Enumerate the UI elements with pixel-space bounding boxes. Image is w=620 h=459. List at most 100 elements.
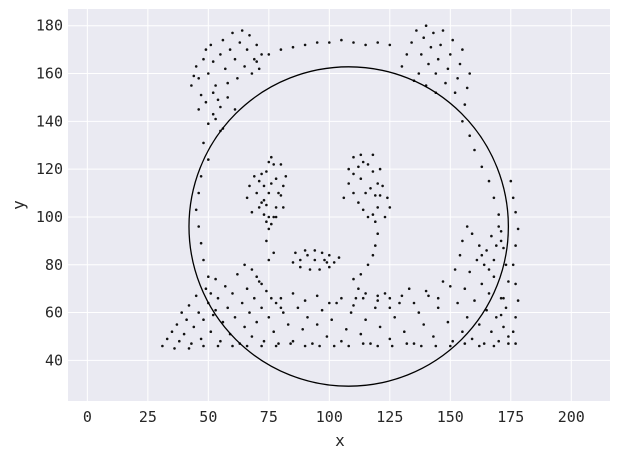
data-point <box>410 41 413 44</box>
data-point <box>255 275 258 279</box>
data-point <box>216 98 220 102</box>
data-point <box>274 301 278 305</box>
data-point <box>359 332 363 336</box>
data-point <box>202 141 205 145</box>
data-point <box>245 287 249 291</box>
data-point <box>514 316 517 319</box>
data-point <box>209 292 213 295</box>
data-point <box>306 316 309 319</box>
data-point <box>257 179 261 183</box>
data-point <box>325 335 329 338</box>
data-point <box>272 251 276 255</box>
data-point <box>381 184 384 188</box>
data-point <box>301 328 305 331</box>
data-point <box>202 258 205 262</box>
data-point <box>267 191 271 195</box>
data-point <box>383 292 387 295</box>
data-point <box>202 344 205 348</box>
data-point <box>383 215 387 219</box>
data-point <box>279 194 283 197</box>
data-point <box>427 62 430 66</box>
data-point <box>473 148 476 152</box>
data-point <box>233 108 237 111</box>
data-point <box>456 301 459 305</box>
data-point <box>199 241 203 245</box>
data-point <box>347 167 351 171</box>
y-tick-label: 100 <box>36 208 63 226</box>
plot-area <box>68 9 610 401</box>
data-point <box>449 53 452 56</box>
data-point <box>207 122 210 125</box>
data-point <box>233 57 237 61</box>
data-point <box>192 74 196 78</box>
data-point <box>444 81 447 85</box>
data-point <box>388 306 392 310</box>
data-point <box>352 304 355 307</box>
data-point <box>248 34 251 37</box>
data-point <box>475 258 479 262</box>
data-point <box>207 158 210 161</box>
data-point <box>470 232 474 235</box>
data-point <box>240 301 244 305</box>
data-point <box>282 311 285 314</box>
data-point <box>255 43 258 47</box>
x-tick-label: 175 <box>497 408 524 426</box>
data-point <box>211 313 215 317</box>
data-point <box>274 344 278 348</box>
data-point <box>514 244 517 247</box>
data-point <box>257 206 261 209</box>
data-point <box>277 342 280 345</box>
data-point <box>434 344 438 348</box>
data-point <box>194 294 198 298</box>
data-point <box>352 172 355 176</box>
data-point <box>320 251 324 255</box>
x-tick-labels: 0 25 50 75 100 125 150 175 200 <box>83 408 585 426</box>
data-point <box>453 268 457 271</box>
data-point <box>405 53 409 56</box>
data-point <box>315 294 319 298</box>
data-point <box>233 316 237 319</box>
data-point <box>458 253 462 257</box>
data-point <box>332 261 336 264</box>
x-tick-label: 125 <box>376 408 403 426</box>
data-point <box>436 306 440 310</box>
data-point <box>250 72 254 75</box>
data-point <box>449 344 452 348</box>
data-point <box>214 308 217 312</box>
data-point <box>306 253 309 257</box>
data-point <box>420 344 423 348</box>
data-point <box>214 277 217 281</box>
data-point <box>463 287 467 291</box>
data-point <box>315 323 319 326</box>
data-point <box>478 344 481 348</box>
data-point <box>267 215 271 219</box>
data-point <box>231 292 234 295</box>
data-point <box>422 323 426 326</box>
data-point <box>369 342 372 345</box>
data-point <box>357 287 360 291</box>
data-point <box>374 306 377 310</box>
data-point <box>465 86 469 90</box>
data-point <box>265 203 268 207</box>
data-point <box>270 222 273 226</box>
data-point <box>451 38 455 42</box>
data-point <box>429 45 433 49</box>
data-point <box>187 347 191 350</box>
data-point <box>228 48 232 51</box>
data-point <box>202 318 205 322</box>
data-point <box>315 41 319 44</box>
data-point <box>361 160 365 164</box>
data-point <box>441 280 445 283</box>
data-point <box>473 299 476 302</box>
data-point <box>291 45 295 49</box>
data-point <box>480 253 484 257</box>
data-point <box>507 335 510 338</box>
data-point <box>514 342 517 345</box>
data-point <box>250 268 254 271</box>
data-point <box>507 280 510 283</box>
data-point <box>270 296 273 300</box>
x-tick-label: 100 <box>316 408 343 426</box>
data-point <box>199 93 203 97</box>
data-point <box>340 339 343 343</box>
data-point <box>417 311 421 314</box>
